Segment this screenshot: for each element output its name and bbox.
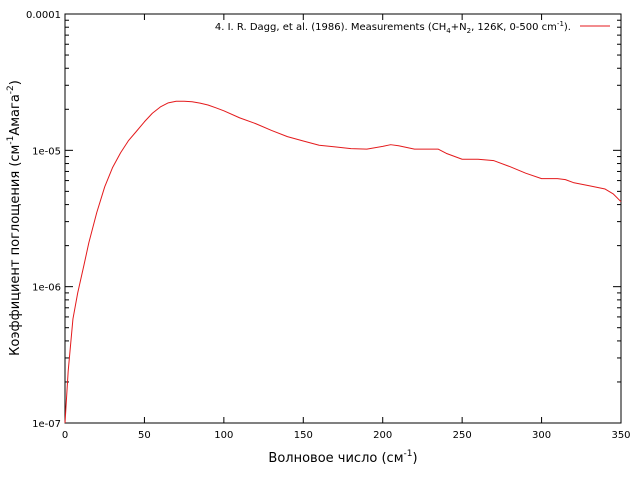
legend-label-sub2: 2 xyxy=(467,27,471,35)
y-axis-title-end: ) xyxy=(8,80,23,85)
y-axis-title-sup1: -1 xyxy=(6,136,16,145)
legend-label-p4: ). xyxy=(564,22,571,33)
y-axis-title: Коэффициент поглощения (см-1Амага-2) xyxy=(6,80,23,356)
x-tick-label: 300 xyxy=(532,430,551,441)
y-tick-label: 1e-05 xyxy=(32,146,61,157)
x-tick-label: 50 xyxy=(138,430,151,441)
y-axis-title-mid: Амага xyxy=(8,94,23,135)
legend-label-sup: -1 xyxy=(557,20,564,28)
x-axis: 0 50 100 150 200 250 300 350 xyxy=(62,14,631,441)
x-tick-label: 200 xyxy=(373,430,392,441)
series-line xyxy=(64,100,622,424)
x-axis-title-end: ) xyxy=(412,451,417,466)
y-axis-title-sup2: -2 xyxy=(6,85,16,94)
x-axis-title: Волновое число (см-1) xyxy=(268,449,417,466)
x-tick-label: 150 xyxy=(294,430,313,441)
x-tick-label: 350 xyxy=(611,430,630,441)
y-tick-label: 1e-06 xyxy=(32,283,61,294)
plot-area xyxy=(64,13,622,424)
x-tick-label: 100 xyxy=(214,430,233,441)
legend-label-sub1: 4 xyxy=(446,27,451,35)
legend: 4. I. R. Dagg, et al. (1986). Measuremen… xyxy=(215,20,610,35)
x-tick-label: 250 xyxy=(453,430,472,441)
x-tick-label: 0 xyxy=(62,430,68,441)
y-tick-label: 0.0001 xyxy=(26,10,61,21)
legend-label: 4. I. R. Dagg, et al. (1986). Measuremen… xyxy=(215,20,571,35)
y-axis: 1e-07 1e-06 1e-05 0.0001 xyxy=(26,10,621,430)
x-axis-title-sup: -1 xyxy=(404,449,413,459)
legend-label-p3: , 126K, 0-500 cm xyxy=(471,22,557,33)
y-tick-label: 1e-07 xyxy=(32,419,61,430)
series-layer xyxy=(64,100,622,424)
y-axis-title-text: Коэффициент поглощения (см xyxy=(8,145,23,356)
legend-label-p1: 4. I. R. Dagg, et al. (1986). Measuremen… xyxy=(215,22,446,33)
x-axis-title-text: Волновое число (см xyxy=(268,451,403,466)
legend-label-p2: +N xyxy=(451,22,467,33)
